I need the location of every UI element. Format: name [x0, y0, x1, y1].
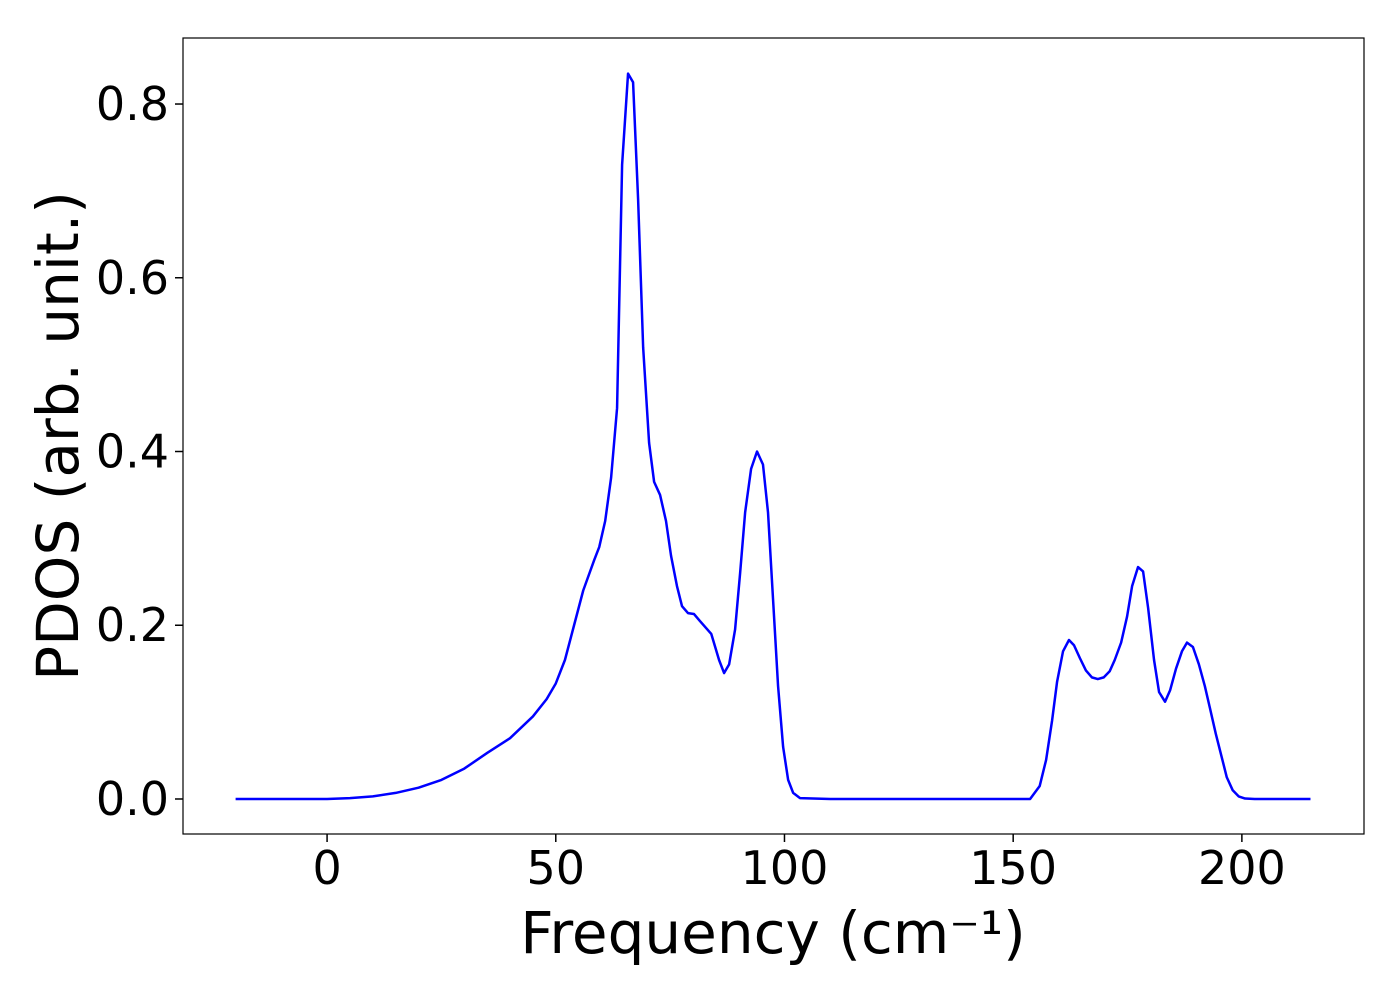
y-tick-label: 0.2 — [96, 598, 169, 652]
x-tick-label: 150 — [969, 841, 1057, 895]
x-tick-label: 200 — [1198, 841, 1286, 895]
x-tick-label: 50 — [527, 841, 586, 895]
y-tick-label: 0.4 — [96, 425, 169, 479]
y-tick-label: 0.8 — [96, 77, 169, 131]
plot-frame — [182, 37, 1365, 835]
y-axis-label: PDOS (arb. unit.) — [24, 191, 92, 681]
data-line — [235, 72, 1311, 801]
x-axis-label: Frequency (cm⁻¹) — [520, 899, 1026, 967]
x-tick-label: 0 — [312, 841, 341, 895]
x-tick-label: 100 — [741, 841, 829, 895]
y-tick-label: 0.0 — [96, 772, 169, 826]
y-tick-label: 0.6 — [96, 251, 169, 305]
